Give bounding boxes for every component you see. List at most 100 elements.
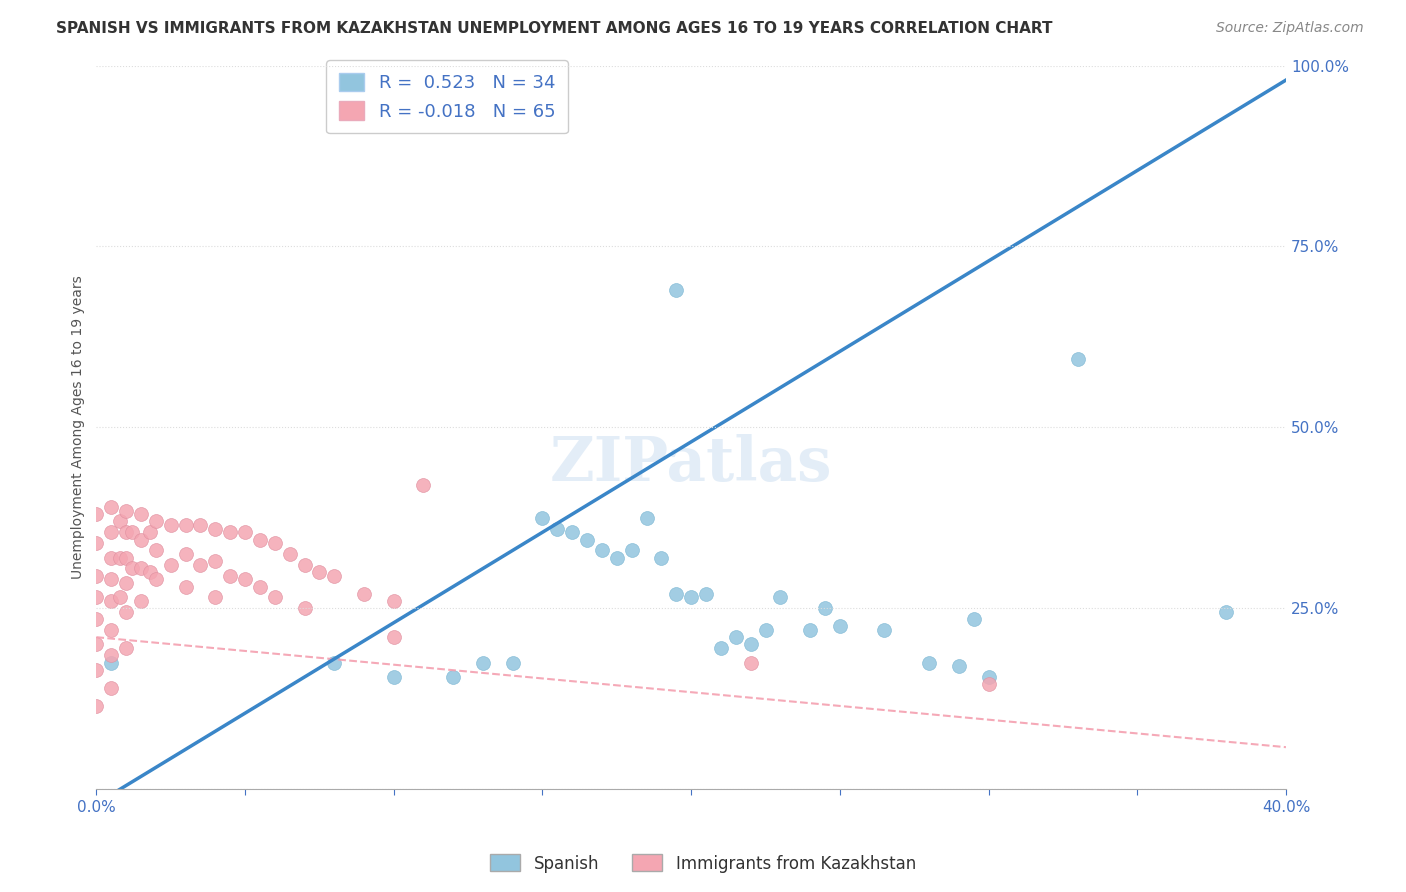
- Point: [86, 637, 108, 651]
- Point: [636, 511, 658, 525]
- Point: [129, 561, 152, 575]
- Point: [139, 525, 162, 540]
- Point: [665, 283, 688, 297]
- Point: [323, 656, 346, 670]
- Point: [115, 605, 138, 619]
- Point: [740, 637, 762, 651]
- Point: [263, 536, 285, 550]
- Point: [115, 641, 138, 656]
- Point: [977, 670, 1000, 684]
- Point: [115, 525, 138, 540]
- Point: [233, 572, 256, 586]
- Point: [100, 656, 122, 670]
- Y-axis label: Unemployment Among Ages 16 to 19 years: Unemployment Among Ages 16 to 19 years: [72, 276, 86, 579]
- Point: [86, 507, 108, 521]
- Text: SPANISH VS IMMIGRANTS FROM KAZAKHSTAN UNEMPLOYMENT AMONG AGES 16 TO 19 YEARS COR: SPANISH VS IMMIGRANTS FROM KAZAKHSTAN UN…: [56, 21, 1053, 36]
- Point: [204, 554, 226, 568]
- Point: [108, 550, 131, 565]
- Point: [115, 503, 138, 517]
- Point: [294, 558, 316, 572]
- Point: [100, 500, 122, 514]
- Point: [710, 641, 733, 656]
- Point: [620, 543, 643, 558]
- Point: [174, 518, 197, 533]
- Point: [695, 587, 717, 601]
- Point: [145, 543, 167, 558]
- Point: [108, 591, 131, 605]
- Point: [918, 656, 941, 670]
- Point: [121, 525, 143, 540]
- Point: [814, 601, 837, 615]
- Point: [100, 525, 122, 540]
- Point: [472, 656, 495, 670]
- Point: [382, 670, 405, 684]
- Point: [129, 533, 152, 547]
- Point: [948, 659, 970, 673]
- Point: [799, 623, 821, 637]
- Point: [204, 591, 226, 605]
- Point: [159, 518, 181, 533]
- Point: [308, 565, 330, 579]
- Point: [576, 533, 599, 547]
- Point: [650, 550, 672, 565]
- Point: [606, 550, 628, 565]
- Point: [828, 619, 851, 633]
- Point: [1067, 351, 1090, 366]
- Point: [502, 656, 524, 670]
- Point: [294, 601, 316, 615]
- Point: [115, 550, 138, 565]
- Point: [129, 594, 152, 608]
- Point: [977, 677, 1000, 691]
- Point: [681, 591, 703, 605]
- Point: [86, 568, 108, 582]
- Point: [724, 630, 747, 644]
- Point: [190, 558, 212, 572]
- Point: [323, 568, 346, 582]
- Point: [86, 698, 108, 713]
- Point: [665, 587, 688, 601]
- Point: [353, 587, 375, 601]
- Point: [441, 670, 464, 684]
- Text: ZIPatlas: ZIPatlas: [550, 434, 832, 493]
- Legend: R =  0.523   N = 34, R = -0.018   N = 65: R = 0.523 N = 34, R = -0.018 N = 65: [326, 60, 568, 133]
- Point: [1215, 605, 1237, 619]
- Point: [145, 515, 167, 529]
- Point: [100, 623, 122, 637]
- Point: [204, 522, 226, 536]
- Point: [100, 572, 122, 586]
- Point: [139, 565, 162, 579]
- Point: [754, 623, 776, 637]
- Legend: Spanish, Immigrants from Kazakhstan: Spanish, Immigrants from Kazakhstan: [484, 847, 922, 880]
- Point: [873, 623, 896, 637]
- Point: [382, 594, 405, 608]
- Point: [100, 681, 122, 695]
- Point: [219, 525, 242, 540]
- Text: Source: ZipAtlas.com: Source: ZipAtlas.com: [1216, 21, 1364, 35]
- Point: [174, 580, 197, 594]
- Point: [233, 525, 256, 540]
- Point: [412, 478, 434, 492]
- Point: [963, 612, 986, 626]
- Point: [86, 663, 108, 677]
- Point: [86, 536, 108, 550]
- Point: [145, 572, 167, 586]
- Point: [86, 591, 108, 605]
- Point: [249, 533, 271, 547]
- Point: [769, 591, 792, 605]
- Point: [174, 547, 197, 561]
- Point: [129, 507, 152, 521]
- Point: [100, 550, 122, 565]
- Point: [100, 648, 122, 663]
- Point: [115, 576, 138, 591]
- Point: [546, 522, 568, 536]
- Point: [382, 630, 405, 644]
- Point: [108, 515, 131, 529]
- Point: [740, 656, 762, 670]
- Point: [591, 543, 613, 558]
- Point: [190, 518, 212, 533]
- Point: [561, 525, 583, 540]
- Point: [100, 594, 122, 608]
- Point: [278, 547, 301, 561]
- Point: [159, 558, 181, 572]
- Point: [219, 568, 242, 582]
